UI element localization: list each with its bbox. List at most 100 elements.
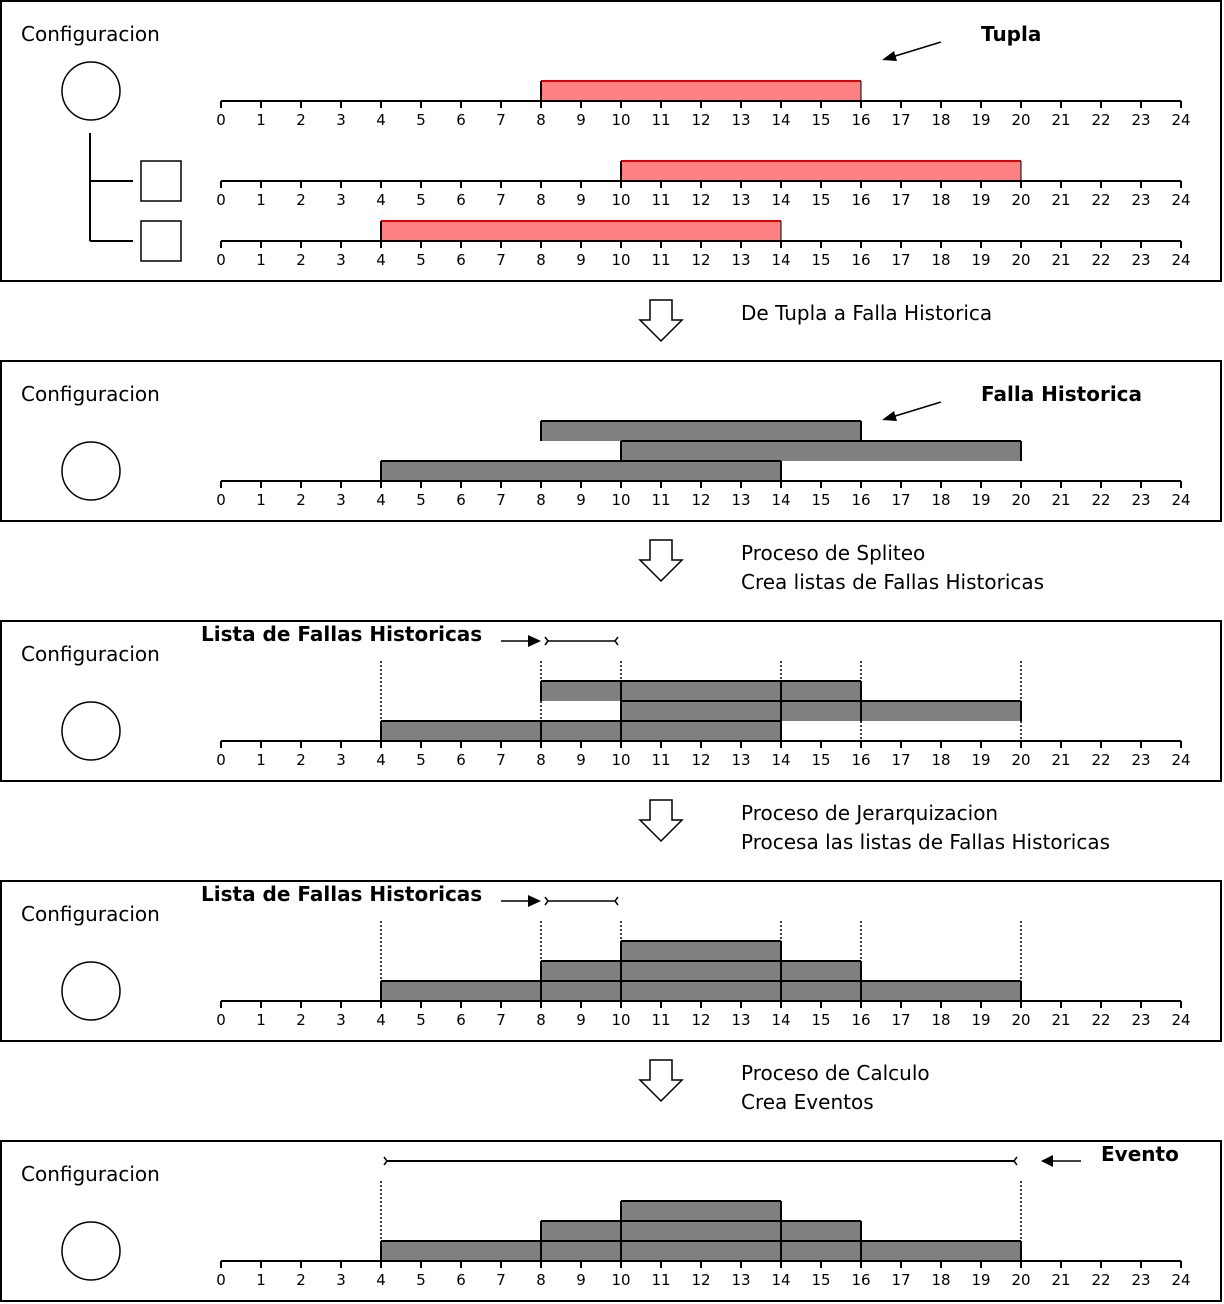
axis-tick-label: 19 xyxy=(971,491,990,509)
axis-tick-label: 8 xyxy=(536,191,546,209)
component-square-icon xyxy=(140,220,182,262)
axis-tick-label: 8 xyxy=(536,111,546,129)
axis-tick-label: 8 xyxy=(536,251,546,269)
axis-tick-label: 0 xyxy=(216,1011,226,1029)
axis-tick-label: 24 xyxy=(1171,1011,1190,1029)
list-title: Lista de Fallas Historicas xyxy=(201,882,482,906)
axis-tick-label: 1 xyxy=(256,191,266,209)
axis-tick-label: 16 xyxy=(851,111,870,129)
config-circle-icon xyxy=(61,61,121,121)
axis-tick-label: 15 xyxy=(811,1271,830,1289)
axis-tick-label: 20 xyxy=(1011,111,1030,129)
fault-bar xyxy=(781,1221,861,1241)
axis-tick-label: 9 xyxy=(576,1011,586,1029)
bracket-end xyxy=(544,636,549,646)
axis-tick-label: 22 xyxy=(1091,751,1110,769)
axis-tick-label: 21 xyxy=(1051,111,1070,129)
fault-bar xyxy=(621,1201,781,1221)
config-circle-icon xyxy=(61,441,121,501)
fault-bar xyxy=(541,1241,621,1261)
fault-bar xyxy=(381,981,541,1001)
axis-tick-label: 22 xyxy=(1091,191,1110,209)
axis-tick-label: 10 xyxy=(611,251,630,269)
config-label: Configuracion xyxy=(21,1162,160,1186)
axis-tick-label: 6 xyxy=(456,491,466,509)
transition-3: Proceso de Jerarquizacion Procesa las lis… xyxy=(638,799,1110,854)
axis-tick-label: 0 xyxy=(216,1271,226,1289)
axis-tick-label: 24 xyxy=(1171,191,1190,209)
axis-tick-label: 7 xyxy=(496,1011,506,1029)
axis-tick-label: 5 xyxy=(416,751,426,769)
panel-title: Falla Historica xyxy=(981,382,1142,406)
axis-tick-label: 0 xyxy=(216,191,226,209)
arrowhead-icon xyxy=(528,635,541,647)
axis-tick-label: 14 xyxy=(771,751,790,769)
axis-tick-label: 13 xyxy=(731,111,750,129)
axis-tick-label: 7 xyxy=(496,111,506,129)
axis-tick-label: 7 xyxy=(496,1271,506,1289)
down-arrow-icon xyxy=(638,799,684,843)
fault-bar xyxy=(781,961,861,981)
fault-bar xyxy=(621,1241,781,1261)
axis-tick-label: 13 xyxy=(731,491,750,509)
config-circle-icon xyxy=(61,1221,121,1281)
axis-tick-label: 8 xyxy=(536,1271,546,1289)
axis-tick-label: 10 xyxy=(611,1011,630,1029)
axis-tick-label: 5 xyxy=(416,1271,426,1289)
list-title: Lista de Fallas Historicas xyxy=(201,622,482,646)
axis-tick-label: 16 xyxy=(851,251,870,269)
axis-tick-label: 9 xyxy=(576,751,586,769)
axis-tick-label: 22 xyxy=(1091,251,1110,269)
axis-tick-label: 5 xyxy=(416,191,426,209)
arrowhead-icon xyxy=(882,51,897,61)
arrow-icon xyxy=(891,41,942,58)
axis-tick-label: 18 xyxy=(931,251,950,269)
axis-tick-label: 9 xyxy=(576,111,586,129)
fault-bar xyxy=(621,681,781,701)
transition-label: De Tupla a Falla Historica xyxy=(741,301,992,325)
fault-bar xyxy=(621,721,781,741)
axis-tick-label: 9 xyxy=(576,251,586,269)
transition-4: Proceso de Calculo Crea Eventos xyxy=(638,1059,930,1114)
axis-tick-label: 15 xyxy=(811,751,830,769)
transition-1: De Tupla a Falla Historica xyxy=(638,299,992,343)
axis-tick-label: 18 xyxy=(931,491,950,509)
transition-label: Proceso de Spliteo xyxy=(741,541,925,565)
transition-label: Crea listas de Fallas Historicas xyxy=(741,570,1044,594)
axis-tick-label: 19 xyxy=(971,191,990,209)
axis-tick-label: 14 xyxy=(771,191,790,209)
down-arrow-icon xyxy=(638,299,684,343)
axis-tick-label: 17 xyxy=(891,111,910,129)
axis-tick-label: 6 xyxy=(456,191,466,209)
config-label: Configuracion xyxy=(21,22,160,46)
tuple-bar xyxy=(381,221,781,241)
fault-bar xyxy=(541,681,621,701)
axis-tick-label: 3 xyxy=(336,1271,346,1289)
axis-tick-label: 22 xyxy=(1091,1271,1110,1289)
axis-tick-label: 2 xyxy=(296,191,306,209)
axis-tick-label: 20 xyxy=(1011,1271,1030,1289)
axis-tick-label: 1 xyxy=(256,111,266,129)
axis-tick-label: 10 xyxy=(611,111,630,129)
axis-tick-label: 12 xyxy=(691,491,710,509)
axis-tick-label: 11 xyxy=(651,1271,670,1289)
axis-tick-label: 5 xyxy=(416,1011,426,1029)
bracket-end xyxy=(614,636,619,646)
axis-tick-label: 4 xyxy=(376,491,386,509)
axis-tick-label: 9 xyxy=(576,491,586,509)
bracket-end xyxy=(383,1156,388,1166)
axis-tick-label: 0 xyxy=(216,491,226,509)
config-label: Configuracion xyxy=(21,642,160,666)
axis-tick-label: 21 xyxy=(1051,1271,1070,1289)
axis-tick-label: 4 xyxy=(376,191,386,209)
arrowhead-icon xyxy=(882,411,897,421)
axis-tick-label: 17 xyxy=(891,251,910,269)
axis-tick-label: 16 xyxy=(851,1271,870,1289)
axis-tick-label: 11 xyxy=(651,1011,670,1029)
axis-tick-label: 1 xyxy=(256,1011,266,1029)
axis-tick-label: 11 xyxy=(651,491,670,509)
